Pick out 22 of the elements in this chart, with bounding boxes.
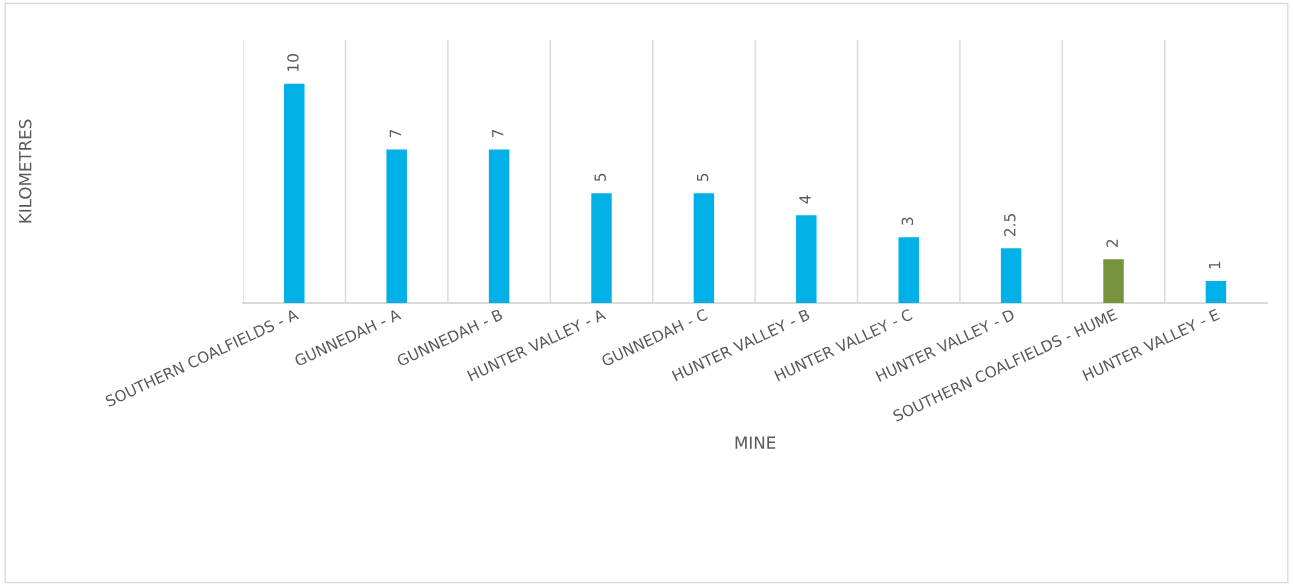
bar [693,193,715,304]
bar [1103,259,1124,304]
data-label: 1 [1209,261,1221,269]
data-label: 10 [287,54,299,71]
data-label: 3 [901,217,914,225]
data-label: 5 [696,173,709,182]
data-label: 7 [389,129,401,138]
y-axis-title: KILOMETRES [18,119,32,223]
data-label: 7 [492,129,504,138]
data-label: 2.5 [1004,214,1016,236]
bar [1000,248,1022,304]
bar [284,83,305,304]
bar [488,149,510,304]
data-label: 2 [1106,239,1118,247]
bar [1205,281,1227,304]
bar [898,237,919,304]
bar [386,149,407,304]
data-label: 5 [594,173,606,182]
bar [591,193,612,304]
bar [796,215,817,304]
x-axis-title: MINE [735,436,776,449]
data-label: 4 [799,195,811,204]
